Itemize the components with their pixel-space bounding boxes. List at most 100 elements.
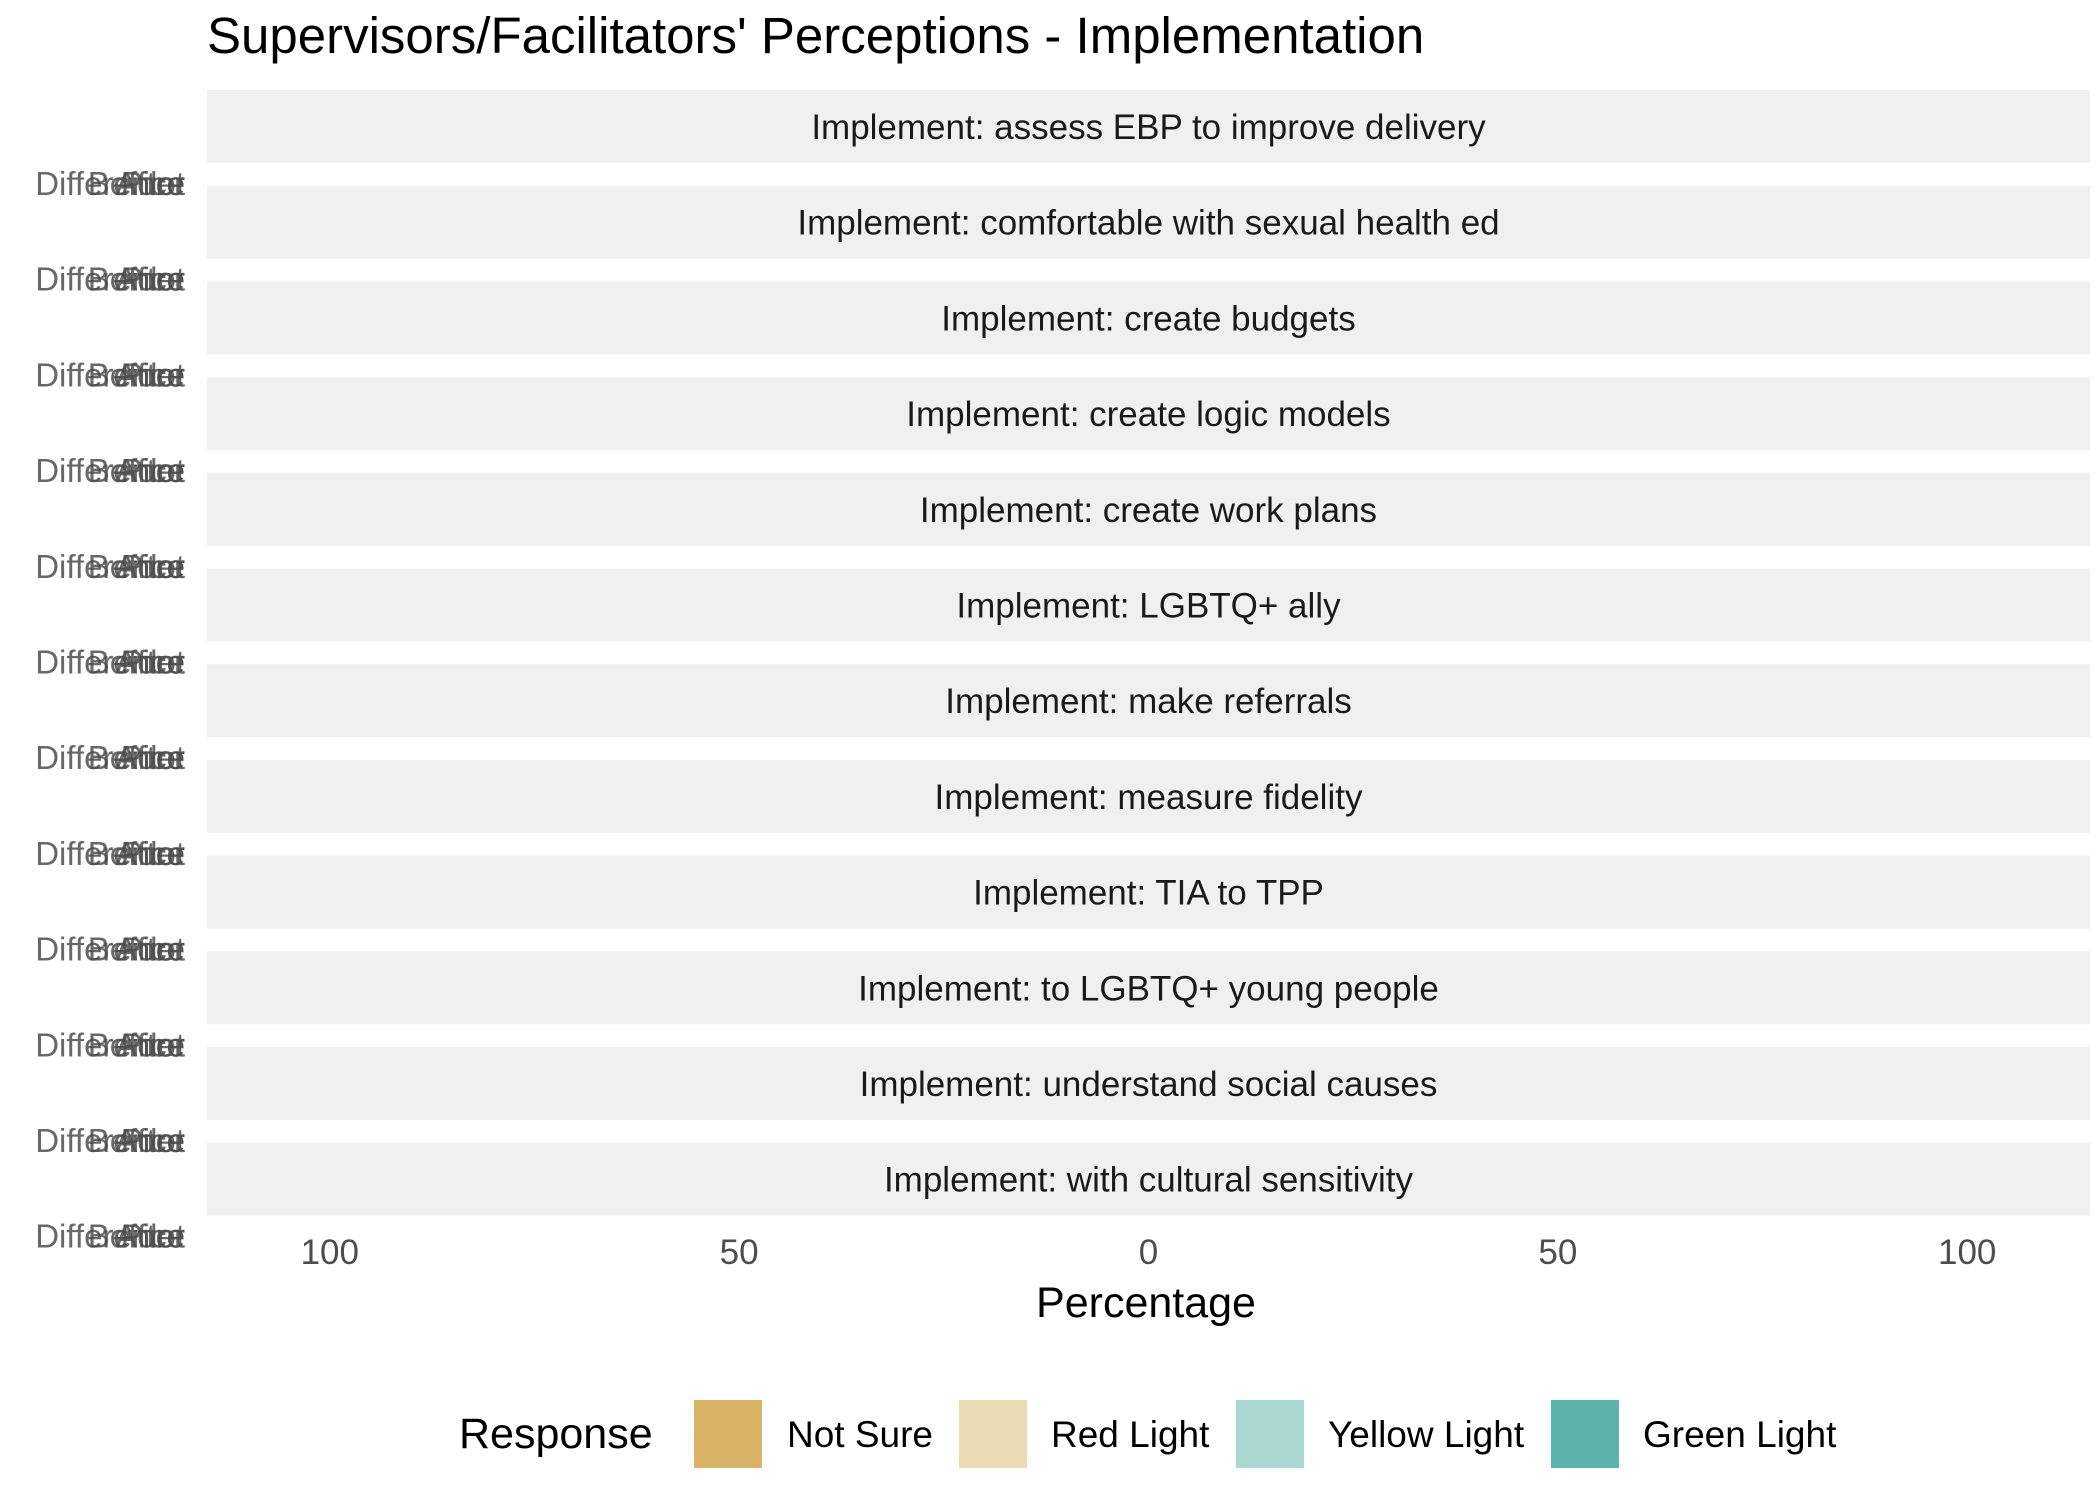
legend-item: Red Light [959, 1400, 1210, 1468]
legend: Response Not Sure Red Light Yellow Light Gr… [459, 1400, 1837, 1468]
facet-panel: Implement: LGBTQ+ ally BeforeAfterDiffere… [35, 568, 2090, 681]
facet-strip-background [207, 90, 2090, 163]
facet-strip-background [207, 568, 2090, 642]
facet-strip-label: Implement: understand social causes [860, 1065, 1438, 1104]
y-tick-label: Before [88, 739, 185, 776]
y-tick-label: After [115, 1026, 185, 1063]
facet-strip-label: Implement: assess EBP to improve deliver… [811, 108, 1486, 147]
y-tick-label: Difference [35, 165, 185, 202]
y-tick-label: After [115, 261, 185, 298]
y-tick-label: Before [88, 261, 185, 298]
legend-item: Yellow Light [1236, 1400, 1525, 1468]
facet-strip-background [207, 281, 2090, 355]
facet-panel: Implement: make referrals BeforeAfterDiff… [35, 664, 2090, 776]
facet-strip-label: Implement: to LGBTQ+ young people [858, 969, 1439, 1008]
y-tick-label: Before [88, 356, 185, 393]
y-tick-label: After [115, 548, 185, 585]
x-axis-ticks: 100 50 0 50 100 [301, 1233, 1997, 1272]
y-tick-label: Pilot [121, 835, 185, 872]
facet-strip-label: Implement: with cultural sensitivity [884, 1161, 1414, 1200]
y-tick-label: Before [88, 1218, 185, 1255]
x-tick-label: 100 [1938, 1233, 1996, 1272]
y-tick-label: Pilot [121, 644, 185, 681]
y-tick-label: Before [88, 1026, 185, 1063]
y-tick-label: Difference [35, 1026, 185, 1063]
y-tick-label: After [115, 452, 185, 489]
y-tick-label: Difference [35, 644, 185, 681]
facet-strip-label: Implement: create logic models [906, 395, 1390, 434]
y-tick-label: After [115, 356, 185, 393]
facet-strip-label: Implement: LGBTQ+ ally [956, 587, 1341, 626]
y-tick-label: Difference [35, 1122, 185, 1159]
x-tick-label: 100 [301, 1233, 359, 1272]
y-tick-label: Before [88, 548, 185, 585]
y-tick-label: Before [88, 165, 185, 202]
y-tick-label: After [115, 165, 185, 202]
facet-strip-label: Implement: comfortable with sexual healt… [797, 204, 1499, 243]
y-tick-label: Difference [35, 1218, 185, 1255]
chart-title: Supervisors/Facilitators' Perceptions - … [207, 7, 1424, 64]
legend-label: Green Light [1643, 1414, 1837, 1455]
facet-panel: Implement: create budgets BeforeAfterDiff… [35, 281, 2090, 393]
facet-strip-background [207, 1142, 2090, 1216]
facet-panel: Implement: TIA to TPP BeforeAfterDifferen… [35, 855, 2090, 968]
facet-strip-label: Implement: measure fidelity [935, 778, 1363, 817]
legend-key [694, 1400, 762, 1468]
y-tick-label: Pilot [121, 1218, 185, 1255]
legend-label: Yellow Light [1328, 1414, 1525, 1455]
facet-strip-background [207, 664, 2090, 738]
legend-title: Response [459, 1410, 653, 1458]
x-axis-title: Percentage [1036, 1279, 1256, 1327]
facet-strip-label: Implement: TIA to TPP [973, 874, 1324, 913]
y-tick-label: After [115, 835, 185, 872]
y-tick-label: After [115, 931, 185, 968]
legend-key [959, 1400, 1027, 1468]
legend-items: Not Sure Red Light Yellow Light Green Light [694, 1400, 1837, 1468]
y-tick-label: Pilot [121, 165, 185, 202]
x-tick-label: 50 [720, 1233, 759, 1272]
facet-panel: Implement: understand social causes Befor… [35, 1047, 2090, 1159]
y-tick-label: Before [88, 452, 185, 489]
facet-strip-background [207, 1047, 2090, 1120]
y-tick-label: Pilot [121, 261, 185, 298]
y-tick-label: After [115, 1122, 185, 1159]
y-tick-label: Pilot [121, 1026, 185, 1063]
y-tick-label: Before [88, 931, 185, 968]
y-tick-label: After [115, 739, 185, 776]
y-tick-label: Pilot [121, 452, 185, 489]
legend-item: Green Light [1551, 1400, 1837, 1468]
legend-label: Not Sure [787, 1414, 933, 1455]
y-tick-label: Difference [35, 261, 185, 298]
y-tick-label: Before [88, 1122, 185, 1159]
facet-strip-background [207, 855, 2090, 929]
facet-strip-background [207, 377, 2090, 451]
facet-panels: Implement: assess EBP to improve deliver… [35, 90, 2090, 1255]
y-tick-label: Pilot [121, 931, 185, 968]
facet-panel: Implement: assess EBP to improve deliver… [35, 90, 2090, 202]
x-tick-label: 50 [1538, 1233, 1577, 1272]
y-tick-label: Difference [35, 931, 185, 968]
legend-item: Not Sure [694, 1400, 933, 1468]
legend-key [1236, 1400, 1304, 1468]
y-tick-label: Before [88, 644, 185, 681]
y-tick-label: Difference [35, 356, 185, 393]
y-tick-label: Pilot [121, 739, 185, 776]
y-tick-label: Pilot [121, 356, 185, 393]
legend-key [1551, 1400, 1619, 1468]
x-tick-label: 0 [1139, 1233, 1158, 1272]
facet-panel: Implement: create work plans BeforeAfterD… [35, 472, 2090, 585]
legend-label: Red Light [1051, 1414, 1210, 1455]
facet-panel: Implement: with cultural sensitivity Befo… [35, 1142, 2090, 1255]
y-tick-label: Before [88, 835, 185, 872]
y-tick-label: Pilot [121, 1122, 185, 1159]
